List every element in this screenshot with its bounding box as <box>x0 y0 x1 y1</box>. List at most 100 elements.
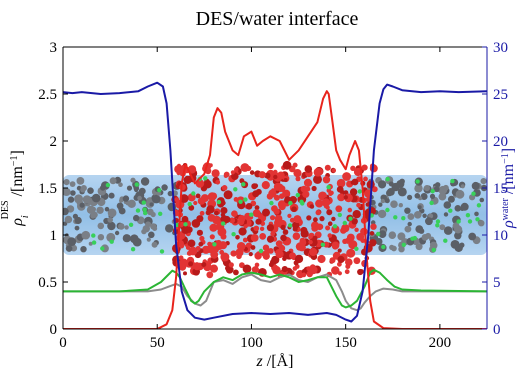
red-atom <box>221 185 228 191</box>
gray-atom <box>420 193 428 200</box>
gray-atom <box>116 202 124 210</box>
gray-atom <box>429 193 436 199</box>
series-layer <box>63 81 487 329</box>
gray-atom <box>148 231 155 239</box>
gray-atom <box>478 220 485 227</box>
red-atom <box>223 190 233 200</box>
gray-atom <box>397 232 406 241</box>
gray-atom <box>88 241 93 246</box>
red-atom <box>187 239 196 248</box>
red-atom <box>254 205 260 211</box>
gray-atom <box>108 192 115 199</box>
gray-atom <box>417 205 422 210</box>
red-atom <box>211 169 220 178</box>
red-atom <box>230 170 235 175</box>
red-atom <box>343 195 348 200</box>
red-atom <box>292 232 301 240</box>
red-atom <box>360 227 368 236</box>
gray-atom <box>82 195 92 204</box>
red-atom <box>196 215 204 223</box>
green-atom <box>216 199 222 205</box>
green-atom <box>143 210 148 216</box>
red-atom <box>342 172 351 181</box>
green-atom <box>142 207 147 212</box>
y-tick-label-left: 3 <box>50 40 58 56</box>
green-atom <box>348 216 353 221</box>
gray-atom <box>114 230 120 236</box>
red-atom <box>207 248 213 254</box>
green-atom <box>357 189 362 194</box>
red-atom <box>255 218 262 225</box>
gray-atom <box>428 213 434 219</box>
red-atom <box>268 262 274 268</box>
gray-atom <box>137 195 142 201</box>
red-atom <box>327 233 333 238</box>
gray-atom <box>130 177 136 183</box>
red-atom <box>360 238 366 244</box>
red-atom <box>313 217 318 223</box>
red-atom <box>231 210 238 217</box>
red-atom <box>199 235 205 242</box>
y-tick-label-left: 1.5 <box>38 181 57 197</box>
gray-atom <box>74 225 80 231</box>
gray-atom <box>74 216 82 225</box>
green-atom <box>269 200 274 206</box>
red-atom <box>326 188 332 193</box>
green-atom <box>401 242 406 247</box>
red-atom <box>341 224 350 233</box>
red-atom <box>262 244 270 251</box>
red-atom <box>245 242 252 249</box>
gray-atom <box>388 181 394 187</box>
gray-atom <box>146 237 151 242</box>
red-atom <box>259 233 267 240</box>
green-atom <box>415 179 420 184</box>
red-atom <box>267 162 274 170</box>
red-atom <box>315 168 323 176</box>
gray-atom <box>414 211 422 219</box>
gray-atom <box>454 205 462 212</box>
red-atom <box>293 215 302 224</box>
gray-atom <box>161 184 168 191</box>
green-atom <box>130 247 136 252</box>
green-atom <box>233 187 238 192</box>
green-atom <box>443 238 448 243</box>
red-atom <box>275 249 282 255</box>
green-atom <box>375 231 381 237</box>
red-atom <box>354 227 359 232</box>
red-atom <box>197 197 206 205</box>
red-atom <box>273 182 282 191</box>
gray-atom <box>460 184 465 189</box>
green-atom <box>183 222 188 227</box>
red-atom <box>242 237 248 243</box>
green-atom <box>109 239 114 244</box>
red-atom <box>281 266 288 273</box>
red-atom <box>278 203 286 211</box>
gray-atom <box>97 222 105 230</box>
red-atom <box>270 231 276 237</box>
red-atom <box>301 272 307 278</box>
green-atom <box>342 220 347 226</box>
gray-atom <box>415 243 423 251</box>
green-atom <box>448 208 453 213</box>
gray-atom <box>438 192 447 201</box>
red-atom <box>253 225 260 232</box>
red-atom <box>282 229 289 235</box>
red-atom <box>351 178 359 186</box>
red-atom <box>234 167 239 172</box>
gray-atom <box>124 225 129 230</box>
green-atom <box>100 246 105 251</box>
green-atom <box>467 219 473 224</box>
red-atom <box>359 269 364 274</box>
red-atom <box>309 204 315 209</box>
red-atom <box>261 181 270 190</box>
gray-atom <box>81 230 91 240</box>
gray-atom <box>480 178 487 185</box>
red-atom <box>304 165 313 173</box>
red-atom <box>209 192 218 200</box>
red-atom <box>363 176 368 182</box>
red-atom <box>174 197 180 203</box>
red-atom <box>337 193 344 200</box>
red-atom <box>319 216 325 222</box>
red-atom <box>209 264 218 273</box>
red-atom <box>220 215 229 224</box>
